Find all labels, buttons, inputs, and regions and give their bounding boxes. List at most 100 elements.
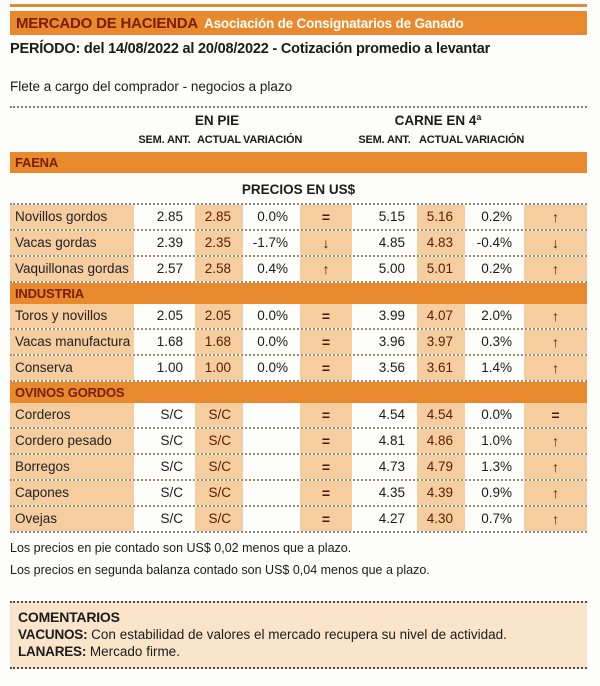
pie-actual-value: 1.68 xyxy=(195,330,243,354)
row-label: Borregos xyxy=(10,455,134,479)
pie-actual-value: S/C xyxy=(195,507,243,531)
pie-variacion-value: 0.0% xyxy=(243,205,300,229)
pie-trend-icon: = xyxy=(300,403,352,427)
pie-actual-value: 2.35 xyxy=(195,231,243,255)
carne-sem-ant-value: 3.96 xyxy=(352,330,417,354)
carne-trend-icon: ↑ xyxy=(524,304,587,328)
pie-variacion-value xyxy=(243,507,300,531)
col-header-actual: ACTUAL xyxy=(418,134,463,146)
carne-sem-ant-value: 4.27 xyxy=(352,507,417,531)
carne-actual-value: 4.86 xyxy=(417,429,465,453)
carne-actual-value: 3.97 xyxy=(417,330,465,354)
pie-sem-ant-value: 2.39 xyxy=(134,231,195,255)
carne-actual-value: 5.16 xyxy=(417,205,465,229)
carne-trend-icon: ↑ xyxy=(524,429,587,453)
carne-variacion-value: 1.0% xyxy=(465,429,524,453)
col-header-sem-ant: SEM. ANT. xyxy=(138,134,191,146)
pie-trend-icon: = xyxy=(300,507,352,531)
carne-actual-value: 5.01 xyxy=(417,257,465,281)
pie-actual-value: 1.00 xyxy=(195,356,243,380)
carne-actual-value: 4.54 xyxy=(417,403,465,427)
pie-sem-ant-value: 1.00 xyxy=(134,356,195,380)
pie-variacion-value xyxy=(243,429,300,453)
carne-actual-value: 4.83 xyxy=(417,231,465,255)
carne-trend-icon: ↑ xyxy=(524,507,587,531)
pie-sem-ant-value: 1.68 xyxy=(134,330,195,354)
pie-variacion-value: 0.0% xyxy=(243,330,300,354)
footnote-cash-balanza: Los precios en segunda balanza contado s… xyxy=(10,563,430,577)
carne-variacion-value: 2.0% xyxy=(465,304,524,328)
carne-sem-ant-value: 4.85 xyxy=(352,231,417,255)
header-bar: MERCADO DE HACIENDA Asociación de Consig… xyxy=(10,11,587,35)
row-label: Corderos xyxy=(10,403,134,427)
pie-variacion-value xyxy=(243,481,300,505)
carne-actual-value: 4.07 xyxy=(417,304,465,328)
carne-sem-ant-value: 3.56 xyxy=(352,356,417,380)
group-header-en-pie: EN PIE xyxy=(194,113,240,128)
footnote-cash-pie: Los precios en pie contado son US$ 0,02 … xyxy=(10,541,352,555)
page-subtitle: Asociación de Consignatarios de Ganado xyxy=(204,15,464,31)
table-row: Toros y novillos 2.05 2.05 0.0% = 3.99 4… xyxy=(10,304,587,330)
carne-variacion-value: 0.3% xyxy=(465,330,524,354)
carne-trend-icon: ↑ xyxy=(524,455,587,479)
table-row: Conserva 1.00 1.00 0.0% = 3.56 3.61 1.4%… xyxy=(10,356,587,382)
pie-sem-ant-value: 2.05 xyxy=(134,304,195,328)
top-divider xyxy=(10,4,587,7)
pie-sem-ant-value: S/C xyxy=(134,507,195,531)
period-line: PERÍODO: del 14/08/2022 al 20/08/2022 - … xyxy=(10,41,491,57)
pie-variacion-value xyxy=(243,403,300,427)
carne-variacion-value: 0.2% xyxy=(465,205,524,229)
carne-sem-ant-value: 5.00 xyxy=(352,257,417,281)
pie-actual-value: 2.58 xyxy=(195,257,243,281)
carne-trend-icon: ↑ xyxy=(524,481,587,505)
table-row: Vacas gordas 2.39 2.35 -1.7% ↓ 4.85 4.83… xyxy=(10,231,587,257)
comment-lanares: LANARES: Mercado firme. xyxy=(18,644,579,659)
pie-actual-value: 2.85 xyxy=(195,205,243,229)
pie-trend-icon: ↑ xyxy=(300,257,352,281)
carne-sem-ant-value: 5.15 xyxy=(352,205,417,229)
table-row: Borregos S/C S/C = 4.73 4.79 1.3% ↑ xyxy=(10,455,587,481)
shipping-note: Flete a cargo del comprador - negocios a… xyxy=(10,79,293,94)
comment-label: VACUNOS: xyxy=(18,627,88,642)
comments-box: COMENTARIOS VACUNOS: Con estabilidad de … xyxy=(10,601,587,669)
row-label: Toros y novillos xyxy=(10,304,134,328)
carne-trend-icon: ↑ xyxy=(524,330,587,354)
pie-trend-icon: ↓ xyxy=(300,231,352,255)
currency-note: PRECIOS EN US$ xyxy=(241,182,356,197)
section-header-industria: INDUSTRIA xyxy=(10,283,587,304)
row-label: Ovejas xyxy=(10,507,134,531)
row-label: Cordero pesado xyxy=(10,429,134,453)
row-label: Vaquillonas gordas xyxy=(10,257,134,281)
carne-variacion-value: 0.2% xyxy=(465,257,524,281)
pie-trend-icon: = xyxy=(300,429,352,453)
carne-trend-icon: ↓ xyxy=(524,231,587,255)
carne-variacion-value: 0.7% xyxy=(465,507,524,531)
pie-variacion-value: -1.7% xyxy=(243,231,300,255)
pie-trend-icon: = xyxy=(300,205,352,229)
table-row: Vaquillonas gordas 2.57 2.58 0.4% ↑ 5.00… xyxy=(10,257,587,283)
row-label: Vacas gordas xyxy=(10,231,134,255)
pie-actual-value: S/C xyxy=(195,403,243,427)
carne-variacion-value: 0.0% xyxy=(465,403,524,427)
pie-actual-value: 2.05 xyxy=(195,304,243,328)
section-header-faena: FAENA xyxy=(10,152,587,173)
carne-trend-icon: ↑ xyxy=(524,356,587,380)
pie-actual-value: S/C xyxy=(195,481,243,505)
group-header-row: EN PIE CARNE EN 4ª xyxy=(10,111,587,129)
carne-variacion-value: -0.4% xyxy=(465,231,524,255)
carne-sem-ant-value: 3.99 xyxy=(352,304,417,328)
row-label: Conserva xyxy=(10,356,134,380)
comments-title: COMENTARIOS xyxy=(18,609,120,625)
pie-sem-ant-value: S/C xyxy=(134,455,195,479)
carne-trend-icon: = xyxy=(524,403,587,427)
pie-trend-icon: = xyxy=(300,455,352,479)
section-header-ovinos: OVINOS GORDOS xyxy=(10,382,587,403)
comment-vacunos: VACUNOS: Con estabilidad de valores el m… xyxy=(18,627,579,642)
table-row: Capones S/C S/C = 4.35 4.39 0.9% ↑ xyxy=(10,481,587,507)
pie-sem-ant-value: S/C xyxy=(134,481,195,505)
table-row: Novillos gordos 2.85 2.85 0.0% = 5.15 5.… xyxy=(10,205,587,231)
pie-trend-icon: = xyxy=(300,481,352,505)
pie-trend-icon: = xyxy=(300,330,352,354)
carne-variacion-value: 0.9% xyxy=(465,481,524,505)
